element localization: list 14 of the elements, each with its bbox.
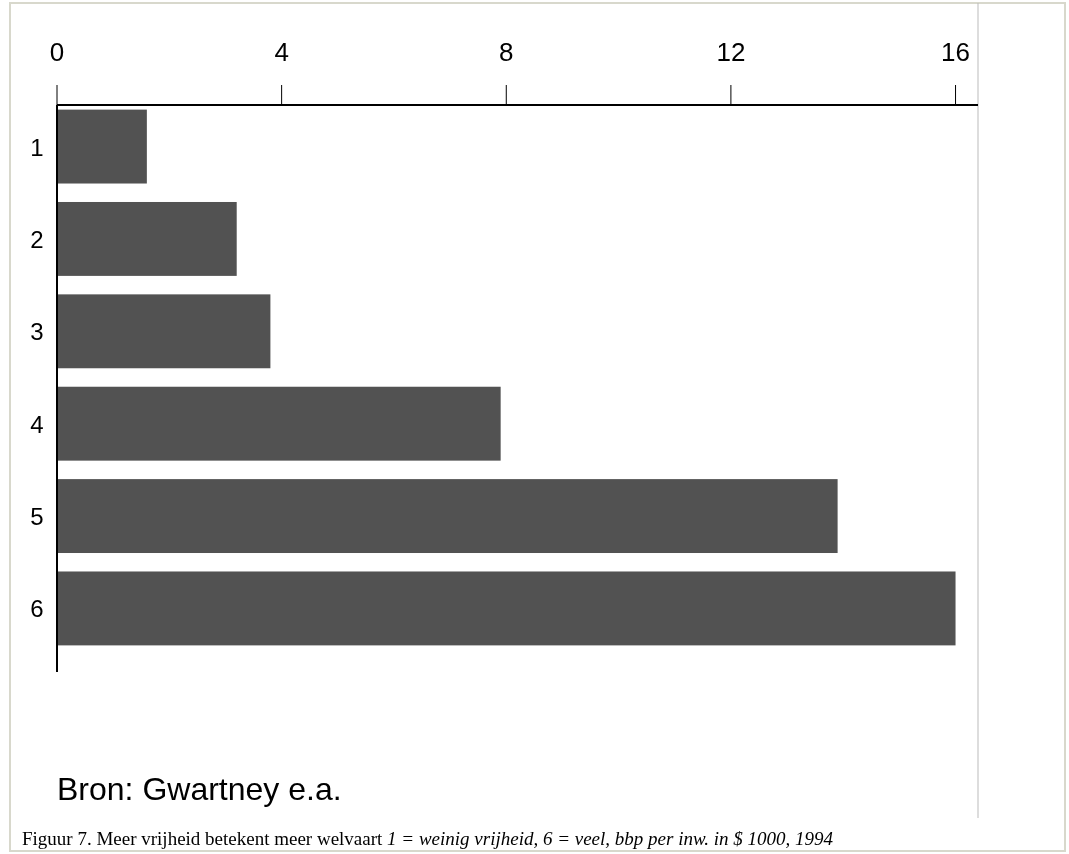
- x-tick-label: 4: [274, 37, 289, 67]
- y-tick-label: 2: [30, 225, 44, 253]
- y-tick-label: 5: [30, 503, 44, 531]
- text: Figuur 7. Meer vrijheid betekent meer welvaart: [22, 828, 384, 849]
- text: 1 = weinig vrijheid, 6 = veel, bbp per inw. in $ 1000, 1994: [382, 828, 834, 849]
- x-tick-label: 12: [716, 37, 746, 67]
- y-tick-label: 4: [30, 410, 44, 438]
- y-tick-label: 3: [30, 318, 44, 346]
- x-tick-label: 16: [941, 37, 970, 67]
- x-tick-label: 8: [499, 37, 514, 67]
- y-tick-label: 1: [30, 133, 44, 161]
- x-tick-label: 0: [49, 37, 65, 67]
- y-tick-label: 6: [30, 595, 44, 623]
- text: Bron: Gwartney e.a.: [57, 771, 342, 807]
